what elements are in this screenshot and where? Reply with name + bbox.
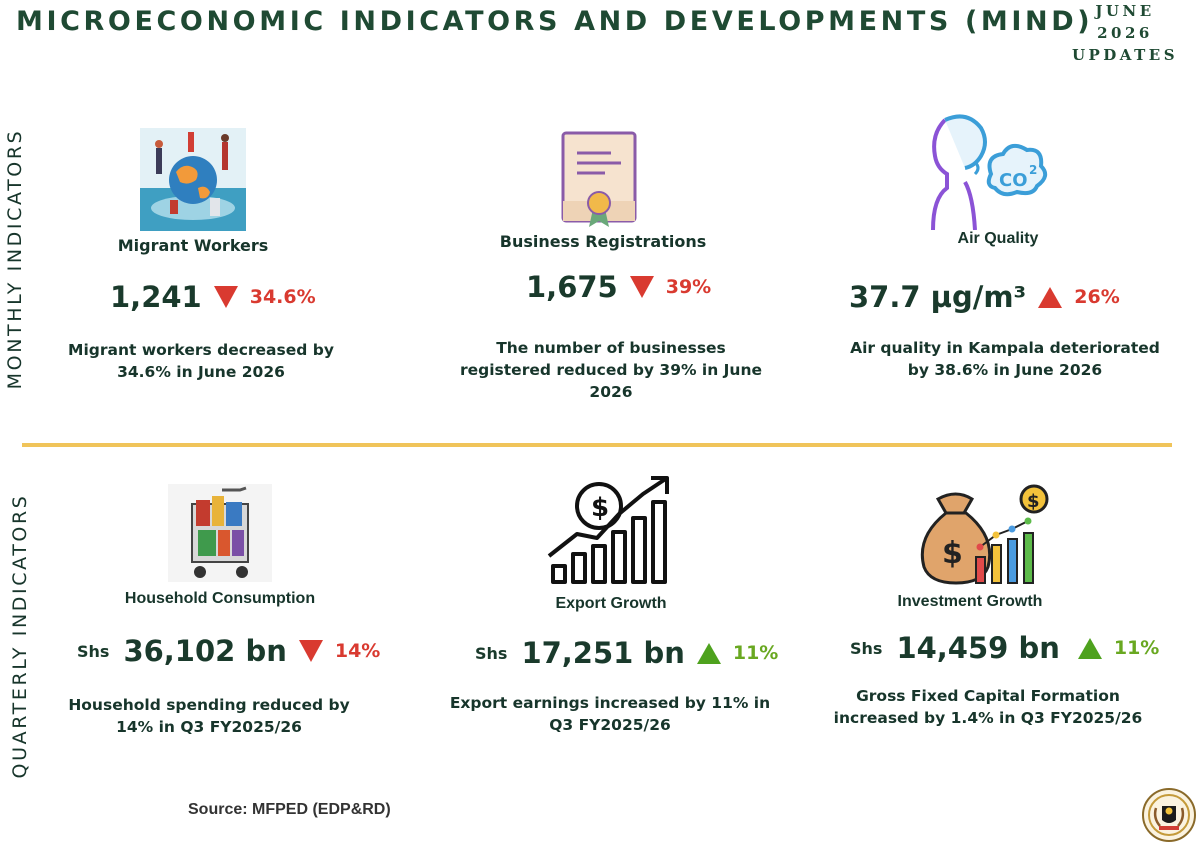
household-consumption-label: Household Consumption	[124, 590, 316, 607]
business-registrations-value: 1,675	[526, 270, 618, 304]
shopping-cart-icon	[168, 484, 272, 582]
svg-text:$: $	[591, 493, 609, 523]
update-month: JUNE	[1095, 2, 1155, 20]
decrease-arrow-icon	[629, 276, 654, 298]
update-word: UPDATES	[1071, 46, 1179, 64]
export-currency: Shs	[475, 643, 508, 663]
air-quality-value: 37.7 µg/m³	[849, 280, 1027, 314]
air-quality-label: Air Quality	[957, 230, 1039, 247]
certificate-icon	[561, 131, 637, 227]
migrant-workers-description: Migrant workers decreased by 34.6% in Ju…	[68, 341, 334, 381]
svg-text:$: $	[942, 536, 963, 571]
migrant-workers-label: Migrant Workers	[117, 236, 269, 255]
svg-text:CO: CO	[999, 170, 1028, 191]
page-title: MICROECONOMIC INDICATORS AND DEVELOPMENT…	[16, 6, 1094, 37]
household-consumption-metric: Shs 36,102 bn 14%	[77, 634, 380, 668]
business-registrations-change: 39%	[665, 276, 712, 298]
investment-growth-label: Investment Growth	[897, 593, 1043, 610]
business-registrations-metric: 1,675 39%	[526, 270, 711, 304]
monthly-section-label: MONTHLY INDICATORS	[4, 128, 26, 390]
co2-breath-icon: CO 2	[925, 112, 1051, 231]
growth-chart-icon: $	[547, 474, 675, 586]
business-registrations-label: Business Registrations	[499, 232, 707, 251]
investment-growth-change: 11%	[1113, 637, 1160, 659]
household-currency: Shs	[77, 641, 110, 661]
household-consumption-value: 36,102 bn	[123, 634, 287, 668]
source-note: Source: MFPED (EDP&RD)	[188, 801, 391, 818]
increase-arrow-icon	[1077, 637, 1102, 659]
export-growth-metric: Shs 17,251 bn 11%	[475, 636, 778, 670]
air-quality-change: 26%	[1074, 286, 1120, 308]
coat-of-arms-icon	[1142, 788, 1196, 842]
export-growth-description: Export earnings increased by 11% in Q3 F…	[449, 694, 771, 734]
update-stamp: JUNE 2026 UPDATES	[1060, 0, 1190, 66]
money-bag-chart-icon: $ $	[920, 483, 1052, 585]
migrant-workers-change: 34.6%	[249, 286, 316, 308]
decrease-arrow-icon	[213, 286, 238, 308]
household-consumption-change: 14%	[334, 640, 381, 662]
business-registrations-description: The number of businesses registered redu…	[459, 339, 763, 401]
household-consumption-description: Household spending reduced by 14% in Q3 …	[68, 696, 350, 736]
quarterly-section-label: QUARTERLY INDICATORS	[9, 493, 31, 779]
update-year: 2026	[1097, 24, 1153, 42]
migrant-workers-value: 1,241	[110, 280, 202, 314]
decrease-arrow-icon	[298, 640, 323, 662]
export-growth-label: Export Growth	[555, 595, 667, 612]
section-divider	[22, 443, 1172, 447]
svg-text:$: $	[1027, 491, 1040, 512]
investment-growth-metric: Shs 14,459 bn 11%	[850, 631, 1159, 665]
migrant-workers-metric: 1,241 34.6%	[110, 280, 316, 314]
air-quality-metric: 37.7 µg/m³ 26%	[849, 280, 1120, 314]
increase-arrow-icon	[1038, 286, 1063, 308]
investment-growth-value: 14,459 bn	[896, 631, 1060, 665]
export-growth-change: 11%	[732, 642, 779, 664]
investment-growth-description: Gross Fixed Capital Formation increased …	[833, 687, 1143, 727]
globe-migration-icon	[140, 128, 246, 231]
air-quality-description: Air quality in Kampala deteriorated by 3…	[850, 339, 1160, 379]
investment-currency: Shs	[850, 638, 883, 658]
svg-text:2: 2	[1029, 163, 1037, 177]
increase-arrow-icon	[696, 642, 721, 664]
export-growth-value: 17,251 bn	[521, 636, 685, 670]
